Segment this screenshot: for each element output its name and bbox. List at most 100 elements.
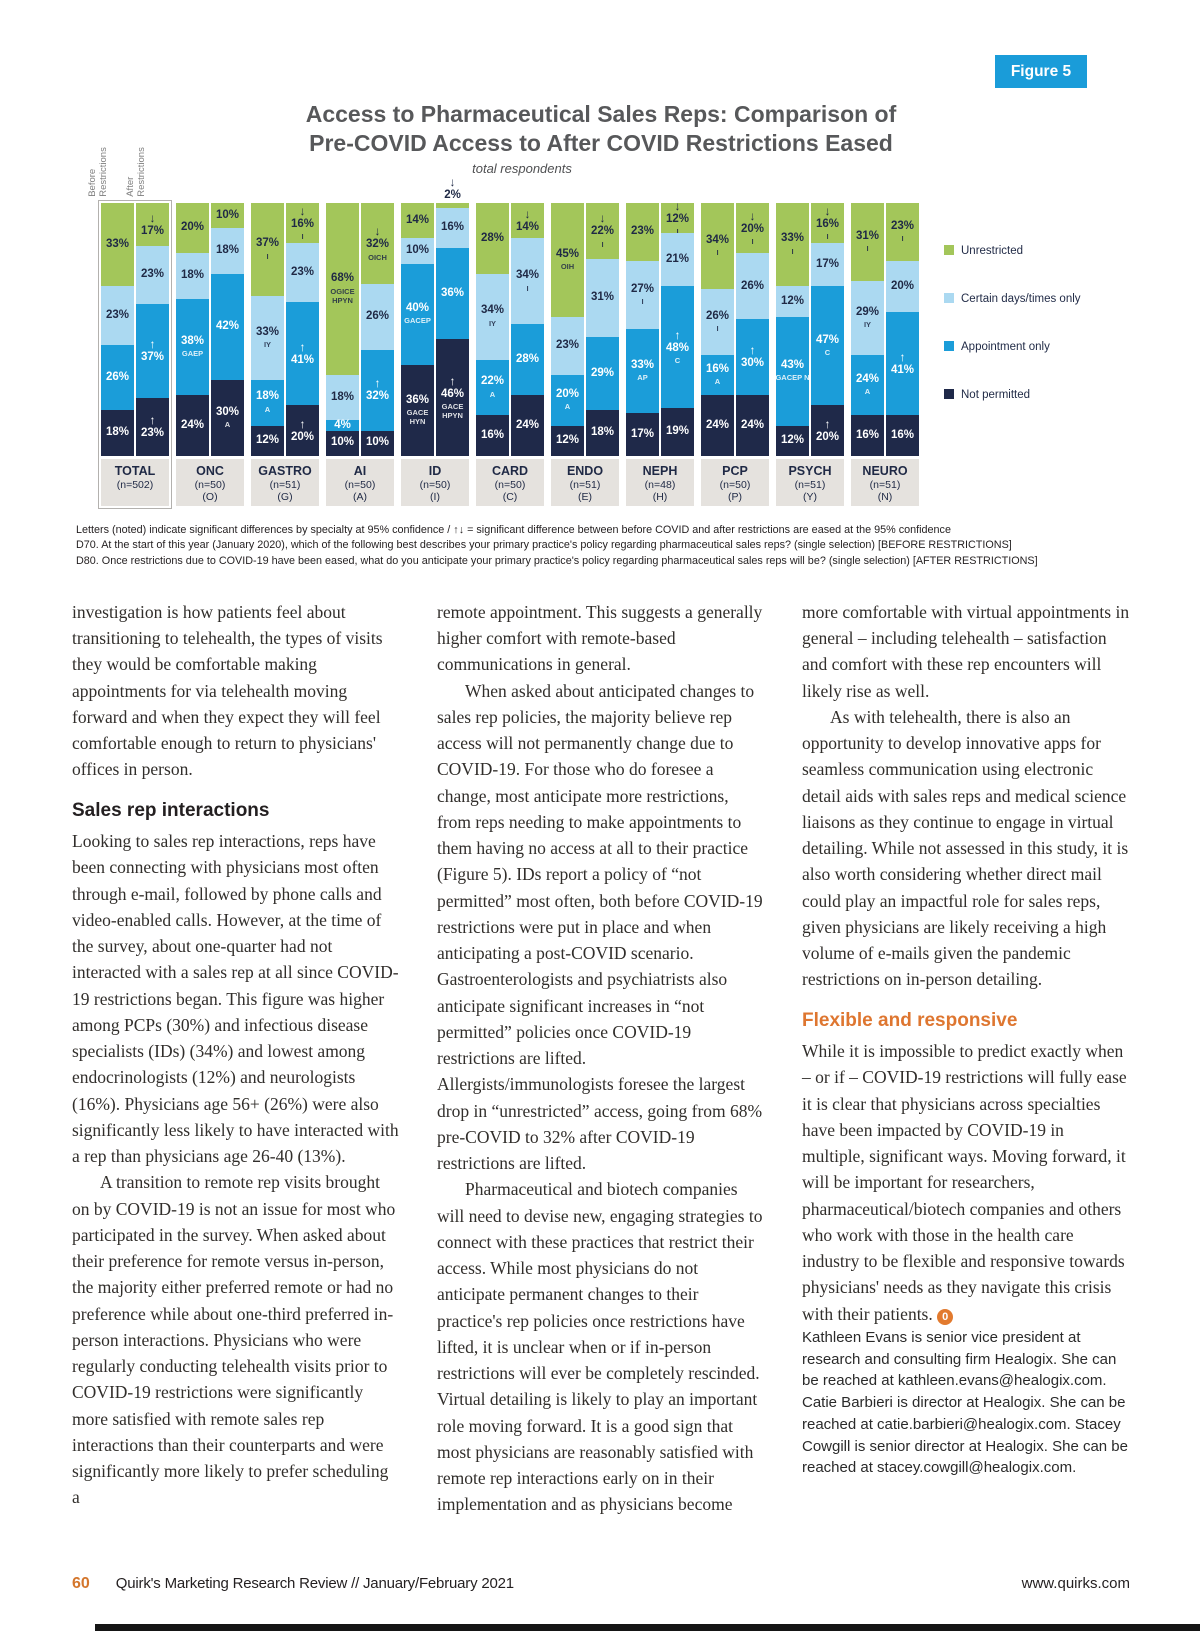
bar-segment-not_permitted: 24%: [511, 395, 544, 456]
segment-label: 18%: [97, 410, 138, 456]
footnote-line: D80. Once restrictions due to COVID-19 h…: [76, 554, 1038, 567]
down-arrow-icon: ↓: [374, 224, 381, 239]
segment-label: 42%: [207, 274, 248, 380]
chart-group-id: 14% 10% 40% GACEP 36% GACE HYN ↓ 2% 16% 36% ↑ 46% GA…: [398, 176, 472, 509]
segment-value: 29%: [855, 305, 880, 318]
bar-pair: 33% I 12% 43% GACEP N 12% ↓ 16% I 17% 47% C ↑ 20%: [775, 202, 844, 456]
stacked-bar-after: ↓ 16% I 17% 47% C ↑ 20%: [811, 202, 844, 456]
bar-segment-unrestricted: 45% OIH: [551, 202, 584, 317]
bar-segment-certain: 26% I: [701, 288, 734, 355]
segment-value: 24%: [740, 418, 765, 431]
legend-label: Certain days/times only: [961, 292, 1081, 305]
segment-value: 31%: [590, 290, 615, 303]
group-letter-code: (G): [277, 490, 293, 503]
bar-segment-appointment: 4%: [326, 419, 359, 431]
segment-value: 41%: [890, 363, 915, 376]
paragraph: A transition to remote rep visits brough…: [72, 1172, 396, 1508]
group-letter-code: (Y): [803, 490, 817, 503]
segment-value: 31%: [855, 229, 880, 242]
chart-groups: Before Restrictions After Restrictions 3…: [87, 147, 922, 509]
segment-value: 23%: [105, 308, 130, 321]
segment-value: 28%: [480, 231, 505, 244]
bar-segment-appointment: 47% C: [811, 286, 844, 406]
segment-label: 34% I: [507, 238, 548, 324]
segment-label: ↓ 2%: [432, 176, 473, 203]
article-column-3: more comfortable with virtual appointmen…: [802, 599, 1130, 1518]
bar-segment-appointment: 26%: [101, 344, 134, 411]
segment-label: 31% I: [847, 203, 888, 281]
legend-swatch-icon: [944, 388, 954, 399]
segment-label: ↑ 23%: [132, 398, 173, 456]
bar-segment-certain: 20%: [886, 261, 919, 312]
group-name: TOTAL: [114, 463, 156, 478]
segment-value: 20%: [740, 222, 765, 235]
segment-label: 26%: [732, 253, 773, 319]
page-number: 60: [72, 1575, 90, 1592]
segment-value: 2%: [444, 189, 461, 202]
segment-label: 37% I: [247, 203, 288, 297]
segment-label: 27% I: [622, 261, 663, 329]
segment-label: 20%: [172, 203, 213, 254]
bar-segment-unrestricted: 23%: [626, 202, 659, 262]
bar-segment-not_permitted: 12%: [251, 425, 284, 456]
segment-value: 18%: [105, 426, 130, 439]
paragraph: Looking to sales rep interactions, reps …: [72, 831, 399, 1167]
bar-segment-not_permitted: ↑ 23%: [136, 397, 169, 456]
chart-title-line2: Pre-COVID Access to After COVID Restrict…: [309, 130, 893, 157]
significance-letters: I: [676, 227, 679, 237]
group-letter-code: (N): [877, 490, 893, 503]
group-label: GASTRO (n=51) (G): [251, 458, 319, 506]
legend-item-certain: Certain days/times only: [944, 292, 1100, 307]
significance-letters: AP: [637, 373, 648, 383]
bar-segment-appointment: 38% GAEP: [176, 299, 209, 396]
segment-value: 20%: [555, 387, 580, 400]
segment-value: 18%: [590, 426, 615, 439]
bar-segment-appointment: ↑ 30%: [736, 319, 769, 396]
bar-pair: 45% OIH 23% 20% A 12% ↓ 22% I 31% 29% 18%: [551, 202, 619, 456]
stacked-bar-after: ↓ 12% I 21% ↑ 48% C 19%: [661, 200, 694, 456]
segment-label: 43% GACEP N: [772, 317, 813, 426]
segment-label: 33% IY: [247, 296, 288, 379]
paragraph: investigation is how patients feel about…: [72, 601, 383, 780]
segment-value: 23%: [890, 219, 915, 232]
segment-label: 17%: [622, 413, 663, 456]
group-letter-code: (O): [202, 490, 218, 503]
segment-value: 27%: [630, 282, 655, 295]
end-of-article-marker: 0: [937, 1308, 954, 1325]
bar-segment-unrestricted: 37% I: [251, 202, 284, 297]
segment-value: 18%: [330, 390, 355, 403]
stacked-bar-after: ↓ 14% 34% I 28% 24%: [511, 202, 544, 456]
segment-label: 33% I: [772, 203, 813, 286]
group-sample-size: (n=51): [794, 478, 826, 491]
segment-label: ↑ 20%: [282, 405, 323, 456]
up-arrow-icon: ↑: [299, 339, 306, 354]
segment-label: 19%: [657, 408, 698, 456]
stacked-bar-before: 45% OIH 23% 20% A 12%: [551, 202, 584, 456]
bar-segment-certain: 27% I: [626, 261, 659, 330]
bar-segment-appointment: 29%: [586, 336, 619, 411]
chart-group-neuro: 31% I 29% IY 24% A 16% 23% I 20% ↑ 41% 16% NEURO (n=51…: [848, 200, 922, 509]
segment-label: 18%: [582, 410, 623, 456]
after-restrictions-axis-label: After Restrictions: [125, 147, 148, 197]
chart-group-ai: 68% OGICE HPYN 18% 4% 10% ↓ 32% OICH 26% ↑ 32% 10% A…: [323, 200, 397, 509]
segment-label: ↑ 32%: [357, 350, 398, 431]
bar-segment-not_permitted: 36% GACE HYN: [401, 364, 434, 456]
segment-value: 16%: [440, 221, 465, 234]
chart-group-onc: 20% 18% 38% GAEP 24% 10% 18% 42% 30% A ONC (n=50) (O…: [173, 200, 247, 509]
segment-label: 22% A: [472, 360, 513, 416]
group-name: ONC: [196, 463, 224, 478]
bar-segment-not_permitted: 12%: [776, 425, 809, 456]
bar-segment-unrestricted: 68% OGICE HPYN: [326, 202, 359, 375]
up-arrow-icon: ↑: [449, 373, 456, 388]
segment-value: 26%: [705, 309, 730, 322]
segment-label: 29%: [582, 337, 623, 410]
group-name: CARD: [491, 463, 529, 478]
bar-segment-certain: 18%: [176, 253, 209, 299]
significance-letters: A: [714, 377, 721, 387]
up-arrow-icon: ↑: [749, 343, 756, 358]
website-url: www.quirks.com: [1021, 1575, 1130, 1592]
segment-value: 24%: [515, 418, 540, 431]
group-name: ENDO: [566, 463, 604, 478]
group-sample-size: (n=50): [419, 478, 451, 491]
bar-segment-unrestricted: 20%: [176, 202, 209, 254]
